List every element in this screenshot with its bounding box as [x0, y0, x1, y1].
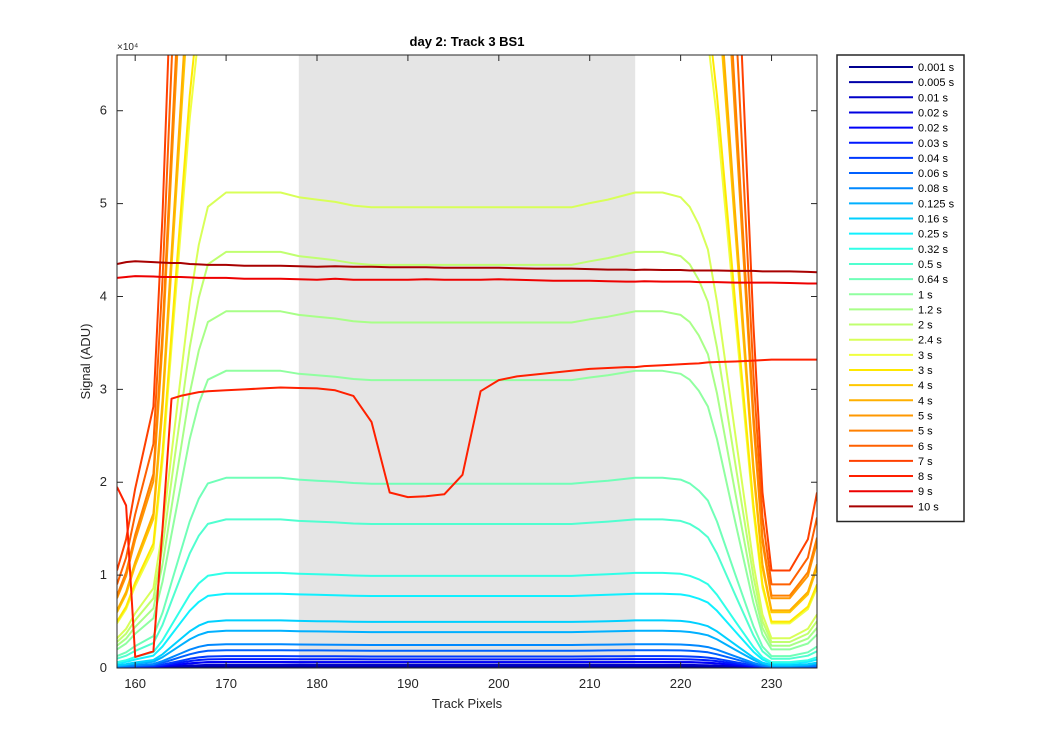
legend-entry-label: 5 s — [918, 410, 933, 422]
legend-entry-label: 2 s — [918, 320, 933, 332]
x-tick-label: 220 — [670, 676, 692, 691]
y-axis-exponent: ×10⁴ — [117, 42, 138, 53]
y-tick-label: 5 — [100, 196, 107, 211]
legend[interactable]: 0.001 s 0.005 s 0.01 s 0.02 s 0.02 s 0.03 s 0.… — [837, 55, 964, 522]
legend-entry-label: 0.06 s — [918, 168, 948, 180]
legend-entry-label: 9 s — [918, 486, 933, 498]
chart-title: day 2: Track 3 BS1 — [410, 34, 525, 49]
x-tick-label: 160 — [124, 676, 146, 691]
y-tick-label: 6 — [100, 103, 107, 118]
x-axis-label: Track Pixels — [432, 696, 503, 711]
legend-entry-label: 0.005 s — [918, 77, 955, 89]
legend-entry-label: 0.64 s — [918, 274, 948, 286]
legend-entry-label: 0.5 s — [918, 259, 942, 271]
legend-entry-label: 0.001 s — [918, 62, 955, 74]
legend-entry-label: 2.4 s — [918, 335, 942, 347]
y-tick-label: 0 — [100, 660, 107, 675]
y-tick-label: 2 — [100, 474, 107, 489]
x-tick-label: 170 — [215, 676, 237, 691]
legend-entry-label: 0.25 s — [918, 229, 948, 241]
x-tick-label: 210 — [579, 676, 601, 691]
legend-entry-label: 3 s — [918, 365, 933, 377]
legend-entry-label: 7 s — [918, 456, 933, 468]
legend-entry-label: 1 s — [918, 289, 933, 301]
legend-entry-label: 0.04 s — [918, 153, 948, 165]
y-tick-label: 3 — [100, 381, 107, 396]
x-tick-label: 200 — [488, 676, 510, 691]
y-axis-label: Signal (ADU) — [78, 324, 93, 400]
legend-entry-label: 8 s — [918, 471, 933, 483]
x-tick-label: 230 — [761, 676, 783, 691]
legend-entry-label: 0.01 s — [918, 92, 948, 104]
legend-entry-label: 0.08 s — [918, 183, 948, 195]
legend-entry-label: 5 s — [918, 426, 933, 438]
legend-entry-label: 0.02 s — [918, 123, 948, 135]
legend-entry-label: 6 s — [918, 441, 933, 453]
x-tick-label: 190 — [397, 676, 419, 691]
legend-entry-label: 3 s — [918, 350, 933, 362]
legend-entry-label: 10 s — [918, 501, 939, 513]
legend-entry-label: 0.16 s — [918, 214, 948, 226]
y-tick-label: 1 — [100, 567, 107, 582]
legend-entry-label: 0.32 s — [918, 244, 948, 256]
legend-entry-label: 4 s — [918, 380, 933, 392]
x-tick-label: 180 — [306, 676, 328, 691]
legend-entry-label: 4 s — [918, 395, 933, 407]
y-tick-label: 4 — [100, 288, 107, 303]
legend-entry-label: 1.2 s — [918, 304, 942, 316]
legend-entry-label: 0.125 s — [918, 198, 955, 210]
legend-entry-label: 0.03 s — [918, 138, 948, 150]
legend-entry-label: 0.02 s — [918, 107, 948, 119]
